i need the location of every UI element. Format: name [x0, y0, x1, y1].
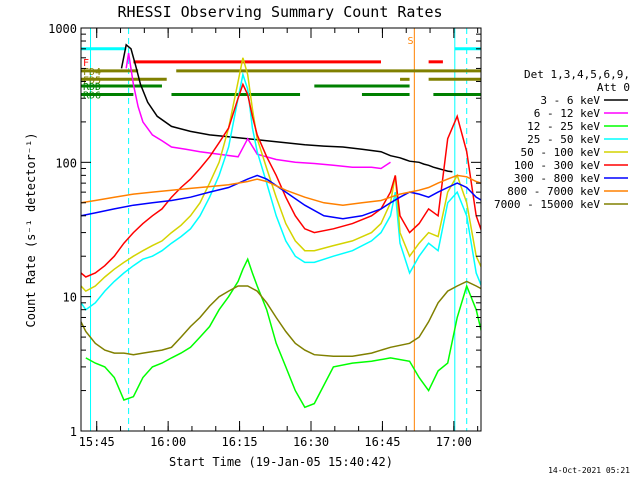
legend-entry-label-8: 7000 - 15000 keV [494, 198, 600, 211]
generation-timestamp: 14-Oct-2021 05:21 [548, 466, 630, 475]
x-tick-label-2: 16:15 [222, 435, 258, 449]
series-line-5 [81, 82, 481, 278]
x-tick-label-4: 16:45 [364, 435, 400, 449]
x-tick-label-0: 15:45 [79, 435, 115, 449]
legend-entry-label-0: 3 - 6 keV [540, 94, 600, 107]
x-tick-label-5: 17:00 [436, 435, 472, 449]
series-line-6 [81, 174, 481, 220]
flag-label-5: RD6 [83, 90, 101, 101]
legend-entry-label-5: 100 - 300 keV [514, 159, 600, 172]
series-line-4 [81, 57, 481, 293]
series-line-2 [85, 257, 481, 409]
y-axis-ticks: 1 10 100 1000 [48, 22, 481, 439]
series-line-0 [120, 43, 453, 173]
y-tick-label-0: 1 [70, 425, 77, 439]
x-tick-label-3: 16:30 [293, 435, 329, 449]
legend-entry-label-6: 300 - 800 keV [514, 172, 600, 185]
legend-header-line-1: Det 1,3,4,5,6,9, [524, 68, 630, 81]
flag-label-1: F [83, 58, 89, 69]
flag-top-label-0: S [408, 36, 414, 47]
flag-label-4: RDD [83, 82, 101, 93]
x-axis-ticks: 15:45 16:00 16:15 16:30 16:45 17:00 [79, 28, 479, 449]
legend-entry-label-1: 6 - 12 keV [534, 107, 601, 120]
flag-label-3: FD5 [83, 75, 101, 86]
plot-frame [80, 27, 482, 432]
series-lines [81, 43, 481, 409]
y-axis-label: Count Rate (s⁻¹ detector⁻¹) [24, 132, 38, 327]
flag-label-2: FD4 [83, 67, 101, 78]
legend-entry-label-2: 12 - 25 keV [527, 120, 600, 133]
y-tick-label-1: 10 [63, 291, 77, 305]
legend-entry-label-3: 25 - 50 keV [527, 133, 600, 146]
y-tick-label-2: 100 [55, 156, 77, 170]
series-line-3 [81, 71, 481, 311]
legend-header-line-2: Att 0 [597, 81, 630, 94]
y-tick-label-3: 1000 [48, 22, 77, 36]
x-tick-label-1: 16:00 [150, 435, 186, 449]
series-line-1 [125, 52, 391, 170]
chart-title: RHESSI Observing Summary Count Rates [117, 3, 442, 21]
legend-entry-label-4: 50 - 100 keV [521, 146, 601, 159]
series-line-8 [81, 280, 481, 358]
legend-entry-label-7: 800 - 7000 keV [507, 185, 600, 198]
series-line-7 [81, 174, 481, 206]
x-axis-label: Start Time (19-Jan-05 15:40:42) [169, 455, 393, 469]
